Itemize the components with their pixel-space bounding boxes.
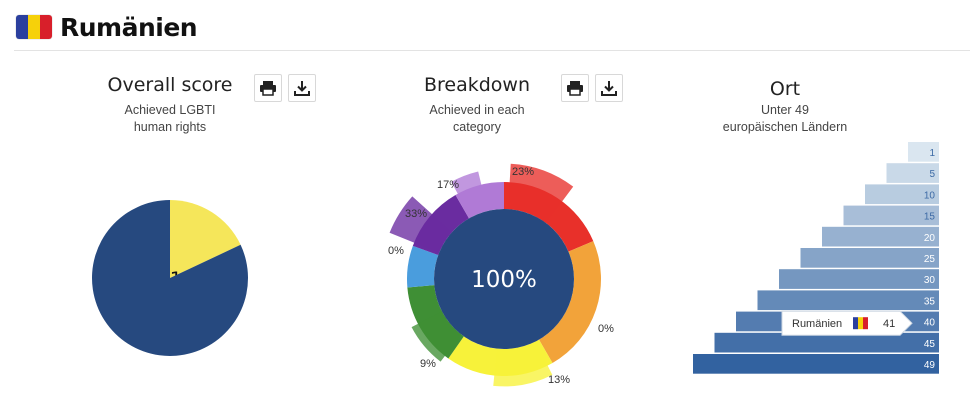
breakdown-download-button[interactable] (595, 74, 623, 102)
overall-score-subtitle-line-1: Achieved LGBTI (124, 103, 216, 117)
breakdown-center-circle (434, 209, 574, 349)
breakdown-value-label: 17% (437, 179, 459, 191)
rank-step-bar (714, 332, 939, 353)
breakdown-center-label: 100% (471, 267, 537, 293)
rank-tick-label: 30 (924, 275, 936, 286)
overall-print-button[interactable] (254, 74, 282, 102)
breakdown-petal (389, 196, 452, 253)
rank-step-bar (800, 248, 939, 268)
breakdown-petal (508, 163, 574, 223)
rank-tick-label: 20 (924, 233, 936, 244)
pie-slice (170, 200, 241, 278)
breakdown-petal (451, 171, 488, 218)
rank-callout-flag-stripe (853, 317, 858, 330)
rank-step-bar (779, 269, 939, 289)
rank-callout (781, 310, 913, 336)
breakdown-ring-segment (407, 245, 439, 288)
rank-step-bar (822, 226, 939, 247)
breakdown-value-label: 33% (405, 208, 427, 220)
breakdown-print-button[interactable] (561, 74, 589, 102)
breakdown-value-label: 0% (598, 323, 614, 335)
overall-score-subtitle-line-2: human rights (133, 120, 207, 134)
rank-subtitle-line-1: Unter 49 (761, 103, 809, 117)
rank-tick-label: 15 (924, 212, 936, 223)
flag-stripe-blue (16, 15, 28, 39)
page-header: Rumänien (16, 10, 198, 44)
rank-title: Ort (769, 78, 801, 100)
rank-tick-label: 25 (924, 254, 936, 265)
print-icon (567, 81, 583, 96)
breakdown-subtitle-line-2: category (453, 120, 501, 134)
rank-step-bar (843, 205, 939, 226)
rank-callout-flag-stripe (858, 317, 863, 330)
breakdown-subtitle-line-1: Achieved in each (429, 103, 525, 117)
country-flag (16, 15, 52, 39)
overall-score-pie: 18% (91, 200, 248, 356)
breakdown-value-label: 13% (548, 374, 570, 386)
flag-stripe-yellow (28, 15, 40, 39)
download-icon (601, 81, 617, 96)
rank-tick-label: 40 (924, 318, 936, 329)
print-icon (260, 81, 276, 96)
overall-score-title: Overall score (107, 74, 233, 96)
rank-step-bar (865, 184, 939, 205)
breakdown-petal (493, 341, 553, 387)
rank-step-bar (693, 354, 939, 374)
rank-tick-label: 45 (924, 339, 936, 350)
rank-callout-flag-stripe (863, 317, 868, 330)
rank-step-bar (757, 290, 939, 311)
breakdown-value-label: 0% (388, 245, 404, 257)
rank-callout-country: Rumänien (792, 318, 842, 330)
breakdown-petal (411, 311, 462, 362)
rank-tick-label: 49 (924, 360, 936, 371)
breakdown-value-label: 23% (512, 166, 534, 178)
page-title: Rumänien (60, 12, 198, 42)
flag-stripe-red (40, 15, 52, 39)
rank-subtitle-line-2: europäischen Ländern (722, 120, 848, 134)
overall-download-button[interactable] (288, 74, 316, 102)
rank-tick-label: 1 (929, 148, 935, 159)
breakdown-title: Breakdown (423, 74, 531, 96)
rank-step-bar (908, 142, 939, 162)
breakdown-rose-chart: 23% 0% 13% 9% 0% 33% 17% 100% (388, 163, 614, 387)
breakdown-ring-segment (539, 241, 601, 364)
rank-tick-label: 5 (929, 169, 935, 180)
rank-tick-label: 35 (924, 296, 936, 307)
header-divider (14, 50, 970, 51)
rank-tick-label: 10 (924, 190, 936, 201)
pie-slice (91, 200, 248, 356)
rank-step-bar (886, 163, 939, 183)
download-icon (294, 81, 310, 96)
breakdown-value-label: 9% (420, 358, 436, 370)
rank-callout-value: 41 (883, 318, 895, 330)
